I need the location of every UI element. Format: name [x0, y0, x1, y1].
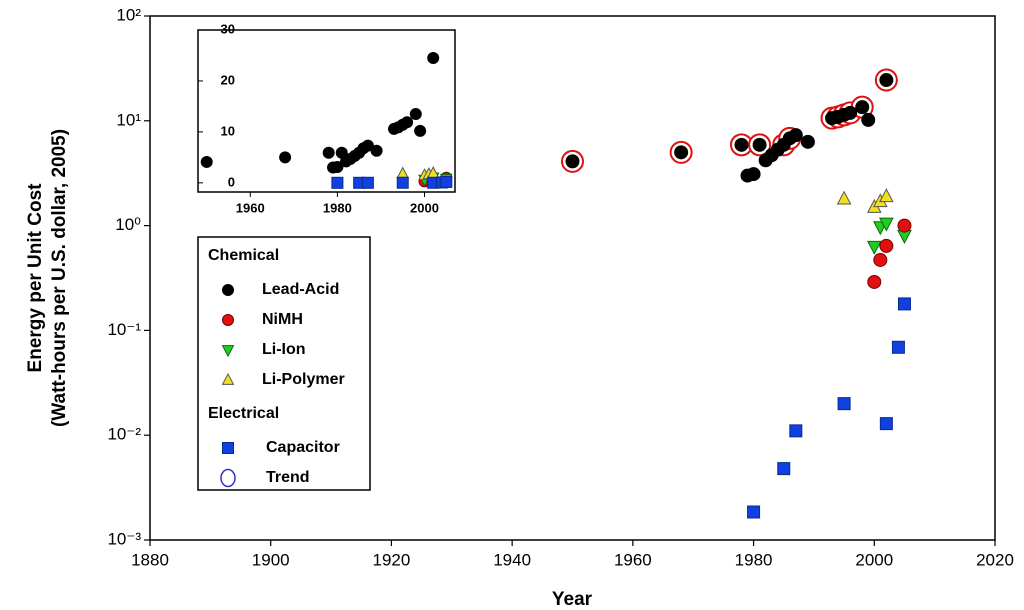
inset-x-tick-label: 1960: [236, 200, 265, 215]
point: [200, 155, 213, 168]
point: [879, 217, 894, 232]
point: [879, 188, 894, 203]
y-axis-title: (Watt-hours per U.S. dollar, 2005): [49, 129, 70, 427]
main-plot: 1880 1900 1920 1940 1960 1980 2000 2020 10⁻³ 10⁻²…: [107, 5, 1013, 569]
legend-label: NiMH: [262, 311, 303, 328]
point: [879, 73, 894, 88]
point: [370, 144, 383, 157]
point: [897, 297, 911, 311]
point: [891, 340, 905, 354]
point: [361, 139, 374, 152]
point: [331, 176, 344, 189]
legend-label: Capacitor: [266, 439, 340, 456]
x-tick-label: 2000: [855, 550, 893, 569]
inset-y-tick-label: 20: [221, 72, 235, 87]
y-tick-label: 10⁻¹: [107, 320, 141, 339]
point: [414, 124, 427, 137]
legend-label: Trend: [266, 469, 310, 486]
inset-y-tick-label: 10: [221, 123, 235, 138]
inset-x-tick-label: 1980: [323, 200, 352, 215]
point: [836, 190, 852, 205]
point: [747, 505, 761, 519]
legend-label: Li-Ion: [262, 341, 306, 358]
point: [396, 176, 409, 189]
legend-label: Li-Polymer: [262, 371, 345, 388]
point: [734, 137, 749, 152]
x-tick-label: 2020: [976, 550, 1014, 569]
legend-marker: [222, 314, 234, 326]
legend-marker: [220, 468, 236, 488]
point: [565, 154, 580, 169]
x-tick-label: 1960: [614, 550, 652, 569]
y-tick-label: 10⁻²: [107, 425, 141, 444]
x-tick-label: 1980: [735, 550, 773, 569]
plot-frame: [149, 15, 996, 541]
x-tick-label: 1900: [252, 550, 290, 569]
point: [873, 252, 888, 267]
y-tick-label: 10¹: [116, 110, 141, 129]
y-tick-label: 10⁻³: [107, 529, 141, 548]
point: [843, 105, 858, 120]
legend-label: Lead-Acid: [262, 281, 339, 298]
point: [331, 161, 344, 174]
legend-group-title: Electrical: [208, 405, 279, 422]
point: [361, 176, 374, 189]
point: [867, 274, 882, 289]
point: [427, 52, 440, 65]
legend-marker: [222, 442, 234, 454]
point: [409, 108, 422, 121]
x-axis-title: Year: [552, 589, 593, 610]
point: [866, 240, 882, 255]
point: [879, 238, 894, 253]
legend-marker: [221, 345, 235, 358]
point: [837, 397, 851, 411]
point: [800, 134, 815, 149]
point: [674, 145, 689, 160]
point: [897, 218, 912, 233]
point: [777, 462, 791, 476]
y-tick-label: 10⁰: [115, 215, 141, 234]
y-tick-label: 10²: [116, 5, 141, 24]
point: [752, 137, 767, 152]
inset-plot: 1960 1980 2000 0 10 20 30: [198, 21, 453, 215]
x-tick-label: 1940: [493, 550, 531, 569]
point: [855, 100, 870, 115]
x-tick-label: 1880: [131, 550, 169, 569]
y-axis-title: Energy per Unit Cost: [25, 183, 46, 373]
point: [861, 112, 876, 127]
inset-y-tick-label: 30: [221, 21, 235, 36]
point: [746, 167, 761, 182]
point: [322, 146, 335, 159]
inset-y-tick-label: 0: [228, 174, 235, 189]
point: [789, 424, 803, 438]
point: [401, 116, 414, 129]
inset-x-tick-label: 2000: [410, 200, 439, 215]
legend-group-title: Chemical: [208, 247, 279, 264]
legend: Chemical Lead-Acid NiMH Li-Ion Li-Polymer Ele…: [208, 247, 345, 488]
legend-marker: [221, 372, 235, 385]
point: [788, 128, 803, 143]
legend-marker: [222, 284, 234, 296]
point: [879, 417, 893, 431]
point: [279, 151, 292, 164]
x-tick-label: 1920: [373, 550, 411, 569]
point: [440, 175, 453, 188]
